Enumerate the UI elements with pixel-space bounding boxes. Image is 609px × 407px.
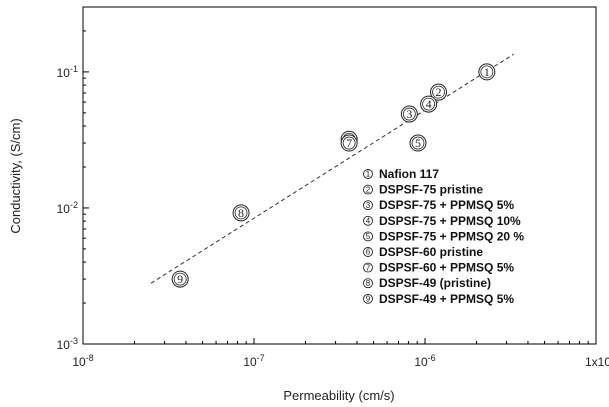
x-tick-label: 10-6 bbox=[414, 353, 435, 369]
legend: 1 Nafion 117 2 DSPSF-75 pristine 3 DSPSF-75 +… bbox=[363, 167, 524, 306]
data-point-3: 3 bbox=[400, 105, 418, 123]
legend-symbol bbox=[363, 278, 373, 289]
legend-item-9: 9 DSPSF-49 + PPMSQ 5% bbox=[363, 292, 514, 306]
legend-label: DSPSF-75 + PPMSQ 20 % bbox=[379, 229, 524, 243]
legend-item-4: 4 DSPSF-75 + PPMSQ 10% bbox=[363, 214, 521, 228]
legend-item-3: 3 DSPSF-75 + PPMSQ 5% bbox=[363, 198, 514, 212]
data-point-label: 7 bbox=[346, 136, 352, 150]
legend-symbol-number: 7 bbox=[366, 263, 371, 272]
legend-item-5: 5 DSPSF-75 + PPMSQ 20 % bbox=[363, 229, 524, 243]
legend-symbol bbox=[363, 184, 373, 195]
y-axis-title: Conductivity, (S/cm) bbox=[8, 118, 23, 233]
legend-label: DSPSF-60 pristine bbox=[379, 245, 483, 259]
legend-item-6: 6 DSPSF-60 pristine bbox=[363, 245, 483, 259]
plot-frame bbox=[82, 6, 597, 345]
legend-label: Nafion 117 bbox=[379, 167, 439, 181]
legend-symbol-number: 5 bbox=[366, 232, 371, 241]
data-point-label: 9 bbox=[177, 272, 183, 286]
trend-line bbox=[150, 53, 514, 284]
legend-label: DSPSF-60 + PPMSQ 5% bbox=[379, 261, 514, 275]
legend-label: DSPSF-49 (pristine) bbox=[379, 276, 491, 290]
legend-symbol bbox=[363, 231, 373, 242]
legend-item-8: 8 DSPSF-49 (pristine) bbox=[363, 276, 491, 290]
data-point-1: 1 bbox=[478, 63, 496, 81]
x-axis-title: Permeability (cm/s) bbox=[283, 388, 394, 403]
y-tick-label: 10-3 bbox=[57, 336, 78, 352]
data-point-label: 4 bbox=[426, 97, 432, 111]
legend-symbol-number: 6 bbox=[366, 248, 371, 257]
data-point-7: 7 bbox=[340, 134, 358, 152]
legend-label: DSPSF-75 pristine bbox=[379, 183, 483, 197]
legend-item-2: 2 DSPSF-75 pristine bbox=[363, 183, 483, 197]
y-axis-ticks: 10-3 10-2 10-1 bbox=[57, 30, 89, 352]
legend-symbol-number: 2 bbox=[366, 185, 371, 194]
legend-symbol-number: 4 bbox=[366, 217, 371, 226]
y-tick-label: 10-1 bbox=[57, 64, 78, 80]
data-point-label: 8 bbox=[238, 206, 244, 220]
y-tick-label: 10-2 bbox=[57, 200, 78, 216]
legend-symbol bbox=[363, 293, 373, 304]
legend-item-7: 7 DSPSF-60 + PPMSQ 5% bbox=[363, 261, 514, 275]
legend-symbol bbox=[363, 200, 373, 211]
legend-symbol-number: 1 bbox=[366, 170, 371, 179]
legend-symbol bbox=[363, 247, 373, 257]
legend-symbol bbox=[363, 215, 373, 226]
x-axis-ticks: 10-8 10-7 10-6 1x10-5 bbox=[72, 338, 609, 369]
data-point-5: 5 bbox=[409, 134, 427, 152]
legend-item-1: 1 Nafion 117 bbox=[363, 167, 439, 181]
data-point-label: 1 bbox=[484, 65, 490, 79]
data-point-label: 3 bbox=[406, 107, 412, 121]
legend-label: DSPSF-75 + PPMSQ 5% bbox=[379, 198, 514, 212]
legend-symbol-number: 3 bbox=[366, 201, 371, 210]
legend-symbol-number: 8 bbox=[366, 279, 371, 288]
x-tick-label: 10-7 bbox=[243, 353, 264, 369]
data-point-label: 2 bbox=[436, 85, 442, 99]
legend-symbol bbox=[363, 262, 373, 273]
legend-symbol-number: 9 bbox=[366, 295, 371, 304]
legend-symbol bbox=[363, 169, 373, 179]
data-markers: 123456789 bbox=[171, 63, 496, 288]
x-tick-label: 1x10-5 bbox=[585, 353, 609, 369]
x-tick-label: 10-8 bbox=[72, 353, 93, 369]
legend-label: DSPSF-49 + PPMSQ 5% bbox=[379, 292, 514, 306]
data-point-4: 4 bbox=[420, 95, 438, 113]
data-point-label: 5 bbox=[415, 136, 421, 150]
data-point-8: 8 bbox=[232, 204, 250, 222]
data-point-9: 9 bbox=[171, 270, 189, 288]
legend-label: DSPSF-75 + PPMSQ 10% bbox=[379, 214, 521, 228]
data-point-2: 2 bbox=[430, 83, 448, 101]
